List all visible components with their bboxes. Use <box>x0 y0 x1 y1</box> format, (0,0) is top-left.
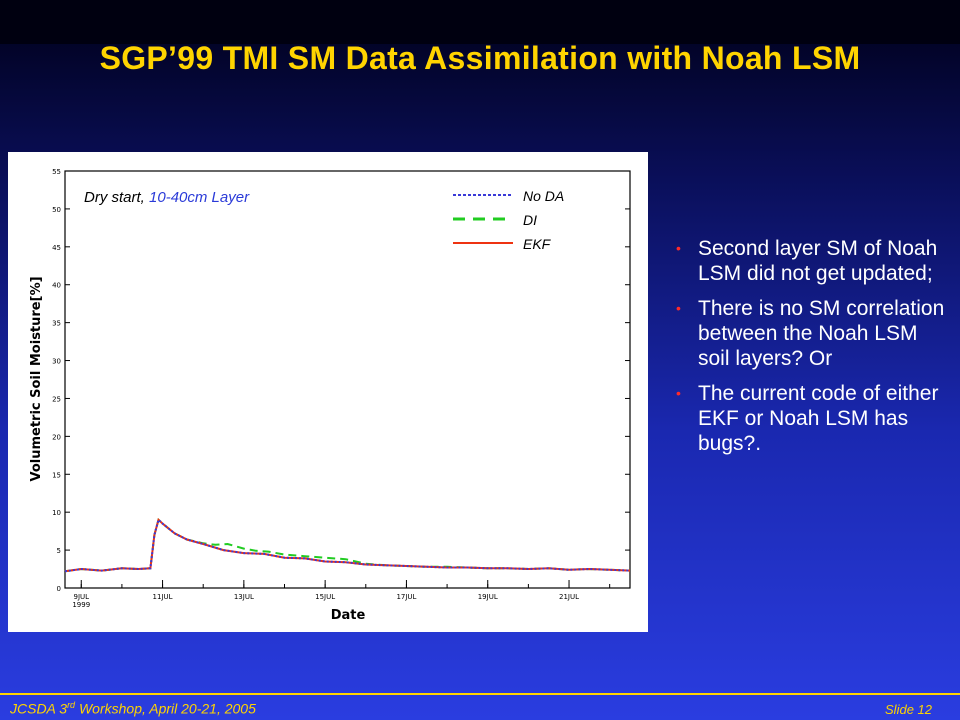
footer-workshop: JCSDA 3rd Workshop, April 20-21, 2005 <box>10 700 256 717</box>
series-lines <box>64 517 631 573</box>
y-tick-label: 40 <box>52 282 61 290</box>
legend: No DA DI EKF <box>453 188 564 252</box>
legend-label: DI <box>523 212 537 228</box>
bullet-marker-icon: • <box>676 240 681 256</box>
y-tick-label: 30 <box>52 358 61 366</box>
chart-annotation: Dry start, 10-40cm Layer <box>84 189 250 206</box>
bullet-list: • Second layer SM of Noah LSM did not get… <box>676 236 946 466</box>
slide-title: SGP’99 TMI SM Data Assimilation with Noa… <box>99 40 861 76</box>
bullet-marker-icon: • <box>676 300 681 316</box>
x-axis-label: Date <box>331 608 366 623</box>
footer-divider <box>0 693 960 695</box>
slide-number: Slide 12 <box>885 702 932 717</box>
footer-workshop-suffix: Workshop, April 20-21, 2005 <box>75 700 256 717</box>
y-tick-label: 45 <box>52 244 61 252</box>
x-tick-label: 9JUL <box>73 593 89 601</box>
y-axis: 0 5 10 15 20 25 30 35 40 45 50 55 <box>52 168 630 593</box>
footer-workshop-prefix: JCSDA 3 <box>10 700 68 717</box>
legend-label: No DA <box>523 188 564 204</box>
bullet-marker-icon: • <box>676 385 681 401</box>
annotation-condition: Dry start, <box>84 189 149 206</box>
x-tick-label: 19JUL <box>478 593 498 601</box>
x-tick-label: 21JUL <box>559 593 579 601</box>
bullet-item: • Second layer SM of Noah LSM did not get… <box>676 236 946 286</box>
plot-frame <box>64 170 631 589</box>
y-tick-label: 35 <box>52 320 61 328</box>
chart-panel: 0 5 10 15 20 25 30 35 40 45 50 55 9JUL 1999 11JUL 13JU… <box>8 152 648 632</box>
bullet-text: The current code of either EKF or Noah L… <box>698 382 939 455</box>
x-tick-label: 17JUL <box>396 593 416 601</box>
y-tick-label: 10 <box>52 509 61 517</box>
x-tick-label: 11JUL <box>153 593 173 601</box>
legend-label: EKF <box>523 236 552 252</box>
series-line-no-da <box>64 517 631 573</box>
y-tick-label: 55 <box>52 168 61 176</box>
y-tick-label: 20 <box>52 433 61 441</box>
top-bar <box>0 0 960 44</box>
y-tick-label: 5 <box>57 547 61 555</box>
y-tick-label: 15 <box>52 471 61 479</box>
bullet-item: • The current code of either EKF or Noah … <box>676 381 946 456</box>
y-tick-label: 25 <box>52 395 61 403</box>
x-tick-label: 13JUL <box>234 593 254 601</box>
x-tick-label: 15JUL <box>315 593 335 601</box>
y-axis-label: Volumetric Soil Moisture[%] <box>29 276 44 481</box>
x-tick-sublabel: 1999 <box>72 601 90 609</box>
bullet-item: • There is no SM correlation between the … <box>676 296 946 371</box>
y-tick-label: 0 <box>57 585 61 593</box>
footer-workshop-sup: rd <box>67 700 76 710</box>
y-tick-label: 50 <box>52 206 61 214</box>
annotation-layer: 10-40cm Layer <box>149 189 250 206</box>
bullet-text: There is no SM correlation between the N… <box>698 297 945 370</box>
bullet-text: Second layer SM of Noah LSM did not get … <box>698 237 938 285</box>
